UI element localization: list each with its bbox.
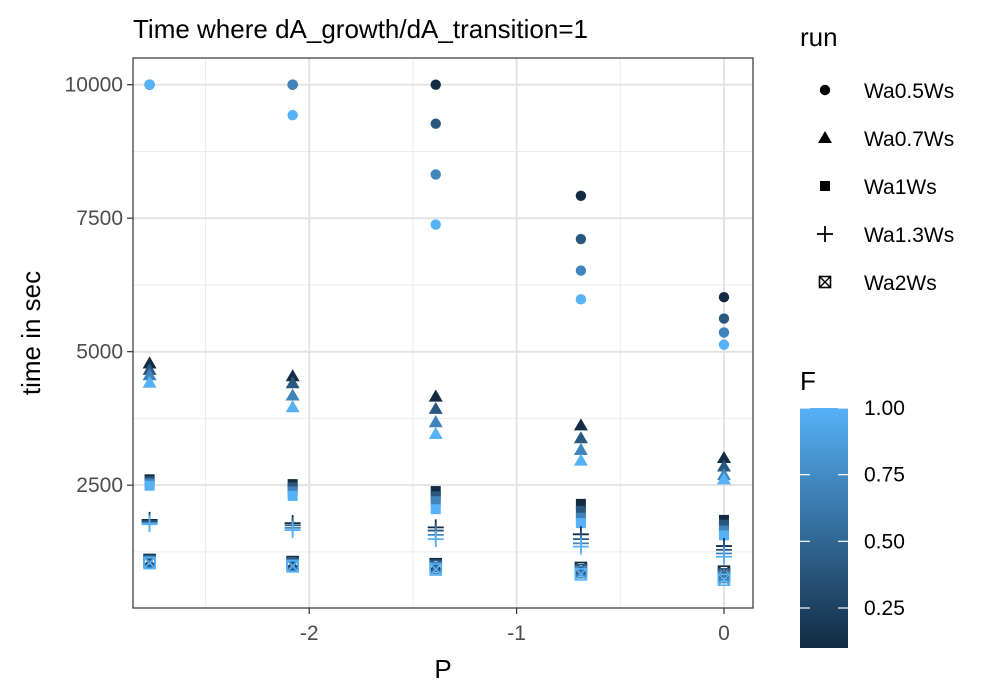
data-point <box>575 233 587 245</box>
legend-label: Wa2Ws <box>864 272 937 295</box>
data-points <box>141 79 732 586</box>
data-point <box>716 472 731 485</box>
data-point <box>575 505 586 516</box>
data-point <box>287 79 298 90</box>
data-point <box>427 531 444 548</box>
series-Wa0.5Ws <box>144 79 730 350</box>
series-Wa2Ws <box>143 553 731 586</box>
data-point <box>428 426 443 439</box>
data-point <box>287 109 298 121</box>
y-tick-label: 2500 <box>76 474 123 497</box>
data-point <box>718 292 730 303</box>
data-point <box>429 563 443 576</box>
data-point <box>428 415 443 428</box>
data-point <box>575 518 586 529</box>
series-Wa1Ws <box>144 474 729 541</box>
data-point <box>286 560 299 573</box>
data-point <box>285 369 300 382</box>
series-Wa1.3Ws <box>141 511 732 565</box>
x-tick-label: -1 <box>507 622 526 645</box>
data-point <box>575 265 587 276</box>
data-point <box>718 313 730 324</box>
data-point <box>144 480 155 491</box>
colorbar-tick-label: 0.75 <box>864 464 905 487</box>
data-point <box>573 453 588 466</box>
y-tick-label: 5000 <box>76 341 123 364</box>
x-tick-label: 0 <box>718 622 730 645</box>
colorbar <box>800 408 848 648</box>
data-point <box>430 486 441 497</box>
data-point <box>143 556 156 570</box>
data-point <box>718 327 730 338</box>
legend-label: Wa0.5Ws <box>864 80 954 103</box>
y-axis-label: time in sec <box>16 271 46 395</box>
data-point <box>142 375 157 388</box>
legend-label: Wa1.3Ws <box>864 224 954 247</box>
data-point <box>717 573 731 586</box>
data-point <box>285 400 300 413</box>
data-point <box>144 79 155 90</box>
grid <box>133 58 753 608</box>
data-point <box>284 522 301 539</box>
data-point <box>716 450 731 463</box>
legend-key-circle <box>819 84 831 96</box>
data-point <box>430 79 441 90</box>
data-point <box>428 389 443 402</box>
data-point <box>575 512 586 523</box>
data-point <box>430 169 441 180</box>
legend-label: Wa1Ws <box>864 176 937 199</box>
legend-key-square <box>820 181 830 191</box>
data-point <box>716 459 731 472</box>
colorbar-ticks: 0.25 0.50 0.75 1.00 <box>800 397 905 620</box>
legend-title-f: F <box>800 366 816 396</box>
data-point <box>430 118 441 129</box>
data-point <box>141 516 158 533</box>
data-point <box>142 356 157 369</box>
data-point <box>430 496 441 507</box>
legend-key-plus <box>817 226 833 242</box>
data-point <box>573 442 588 455</box>
data-point <box>430 504 441 515</box>
data-point <box>718 519 729 530</box>
legend: run Wa0.5Ws Wa0.7Ws Wa1Ws Wa1.3Ws Wa2Ws F 0.… <box>800 22 954 648</box>
data-point <box>430 219 441 230</box>
legend-title-run: run <box>800 22 838 52</box>
axes: -2 -1 0 2500 5000 7500 10000 <box>65 74 730 645</box>
data-point <box>718 530 729 541</box>
data-point <box>428 401 443 414</box>
plot-panel-border <box>132 57 754 609</box>
data-point <box>142 368 157 381</box>
legend-label: Wa0.7Ws <box>864 128 954 151</box>
y-tick-label: 10000 <box>65 74 123 97</box>
data-point <box>575 498 586 509</box>
data-point <box>715 548 732 565</box>
data-point <box>285 376 300 389</box>
colorbar-tick-label: 0.25 <box>864 597 905 620</box>
legend-key-square-x <box>818 275 832 289</box>
shape-legend-items: Wa0.5Ws Wa0.7Ws Wa1Ws Wa1.3Ws Wa2Ws <box>817 80 954 295</box>
series-Wa0.7Ws <box>142 356 731 485</box>
data-point <box>575 294 587 305</box>
data-point <box>287 490 298 501</box>
legend-key-triangle <box>818 131 832 144</box>
y-tick-label: 7500 <box>76 207 123 230</box>
data-point <box>574 568 588 581</box>
colorbar-tick-label: 1.00 <box>864 397 905 420</box>
data-point <box>575 190 587 201</box>
data-point <box>572 538 589 555</box>
x-axis-label: P <box>434 654 451 684</box>
x-tick-label: -2 <box>300 622 319 645</box>
data-point <box>718 339 730 350</box>
data-point <box>573 418 588 431</box>
data-point <box>573 431 588 444</box>
colorbar-tick-label: 0.50 <box>864 530 905 553</box>
data-point <box>285 388 300 401</box>
chart-title: Time where dA_growth/dA_transition=1 <box>133 14 588 44</box>
